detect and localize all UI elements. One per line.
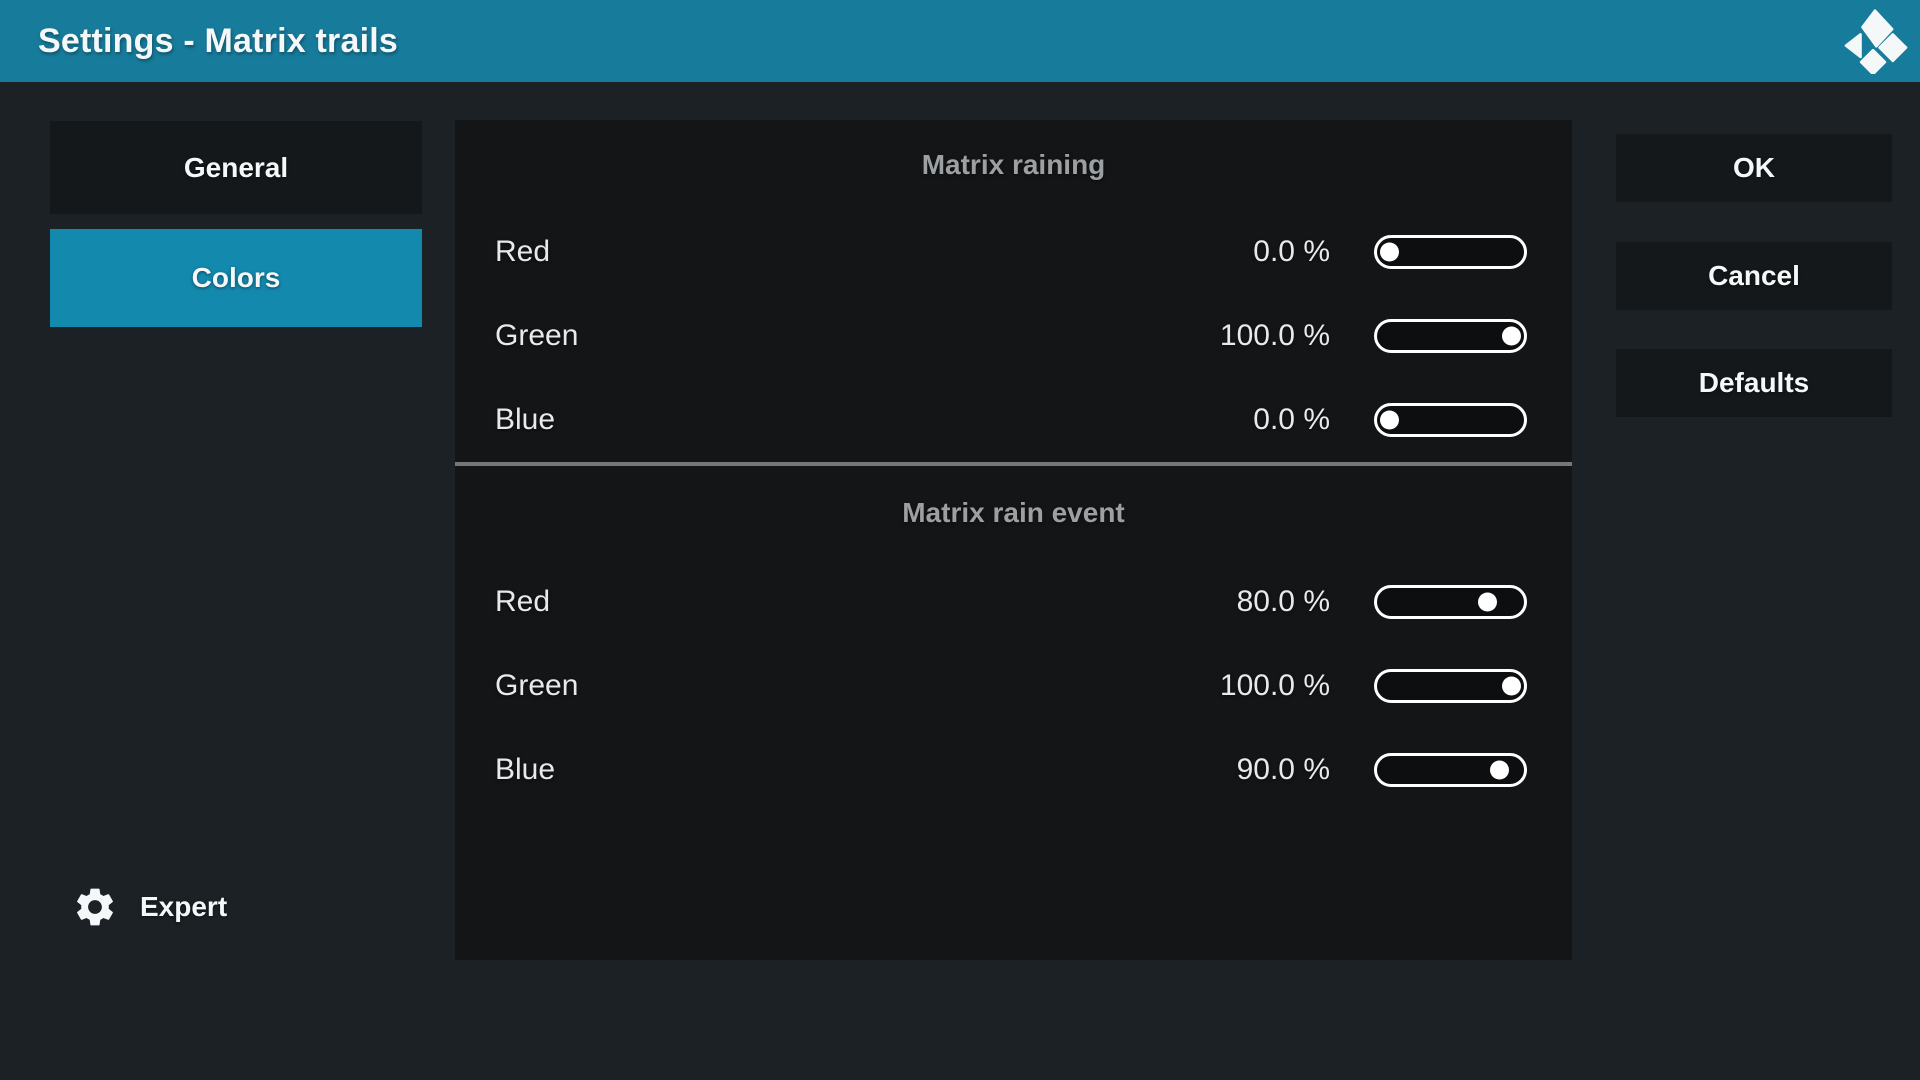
title-bar: Settings - Matrix trails bbox=[0, 0, 1920, 82]
setting-label: Blue bbox=[495, 403, 556, 436]
kodi-logo-icon bbox=[1844, 9, 1908, 74]
setting-label: Green bbox=[495, 319, 579, 352]
slider-raining-blue[interactable] bbox=[1374, 403, 1527, 437]
setting-label: Green bbox=[495, 669, 579, 702]
button-label: OK bbox=[1733, 152, 1775, 183]
setting-row-event-red[interactable]: Red 80.0 % bbox=[455, 560, 1572, 644]
settings-panel: Matrix raining Red 0.0 % Green 100.0 % B… bbox=[455, 120, 1572, 960]
defaults-button[interactable]: Defaults bbox=[1616, 349, 1892, 417]
section-title-text: Matrix raining bbox=[921, 149, 1106, 180]
slider-knob[interactable] bbox=[1489, 760, 1509, 780]
sidebar-item-general[interactable]: General bbox=[50, 121, 422, 214]
button-label: Defaults bbox=[1698, 367, 1810, 398]
sidebar-item-label: General bbox=[183, 151, 289, 183]
slider-raining-red[interactable] bbox=[1374, 235, 1527, 269]
section-divider bbox=[455, 462, 1572, 466]
slider-knob[interactable] bbox=[1380, 410, 1399, 430]
slider-raining-green[interactable] bbox=[1374, 319, 1527, 353]
gear-icon bbox=[77, 888, 113, 926]
setting-row-raining-green[interactable]: Green 100.0 % bbox=[455, 294, 1572, 378]
settings-level-label: Expert bbox=[140, 891, 228, 922]
sidebar-item-label: Colors bbox=[191, 262, 281, 293]
sidebar-item-colors[interactable]: Colors bbox=[50, 229, 422, 327]
button-label: Cancel bbox=[1708, 260, 1800, 291]
page-title: Settings - Matrix trails bbox=[38, 21, 398, 60]
setting-label: Red bbox=[495, 235, 551, 268]
setting-row-raining-red[interactable]: Red 0.0 % bbox=[455, 210, 1572, 294]
setting-value: 100.0 % bbox=[1219, 319, 1330, 352]
slider-knob[interactable] bbox=[1380, 242, 1399, 262]
slider-knob[interactable] bbox=[1477, 592, 1497, 612]
setting-value: 0.0 % bbox=[1253, 235, 1330, 268]
setting-value: 90.0 % bbox=[1236, 753, 1330, 786]
settings-level-toggle[interactable]: Expert bbox=[72, 884, 227, 930]
setting-value: 100.0 % bbox=[1219, 669, 1330, 702]
slider-event-red[interactable] bbox=[1374, 585, 1527, 619]
setting-row-event-green[interactable]: Green 100.0 % bbox=[455, 644, 1572, 728]
cancel-button[interactable]: Cancel bbox=[1616, 242, 1892, 310]
slider-event-blue[interactable] bbox=[1374, 753, 1527, 787]
setting-value: 80.0 % bbox=[1236, 585, 1330, 618]
setting-label: Blue bbox=[495, 753, 556, 786]
slider-knob[interactable] bbox=[1502, 326, 1521, 346]
slider-knob[interactable] bbox=[1502, 676, 1521, 696]
setting-label: Red bbox=[495, 585, 551, 618]
setting-row-raining-blue[interactable]: Blue 0.0 % bbox=[455, 378, 1572, 462]
section-title-text: Matrix rain event bbox=[902, 497, 1125, 528]
ok-button[interactable]: OK bbox=[1616, 134, 1892, 202]
slider-event-green[interactable] bbox=[1374, 669, 1527, 703]
section-title-matrix-rain-event: Matrix rain event bbox=[455, 466, 1572, 560]
section-title-matrix-raining: Matrix raining bbox=[455, 120, 1572, 210]
setting-row-event-blue[interactable]: Blue 90.0 % bbox=[455, 728, 1572, 812]
setting-value: 0.0 % bbox=[1253, 403, 1330, 436]
